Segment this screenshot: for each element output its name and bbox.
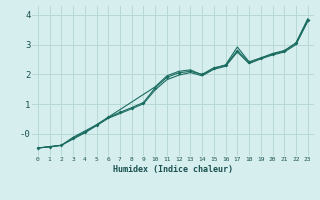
X-axis label: Humidex (Indice chaleur): Humidex (Indice chaleur) (113, 165, 233, 174)
